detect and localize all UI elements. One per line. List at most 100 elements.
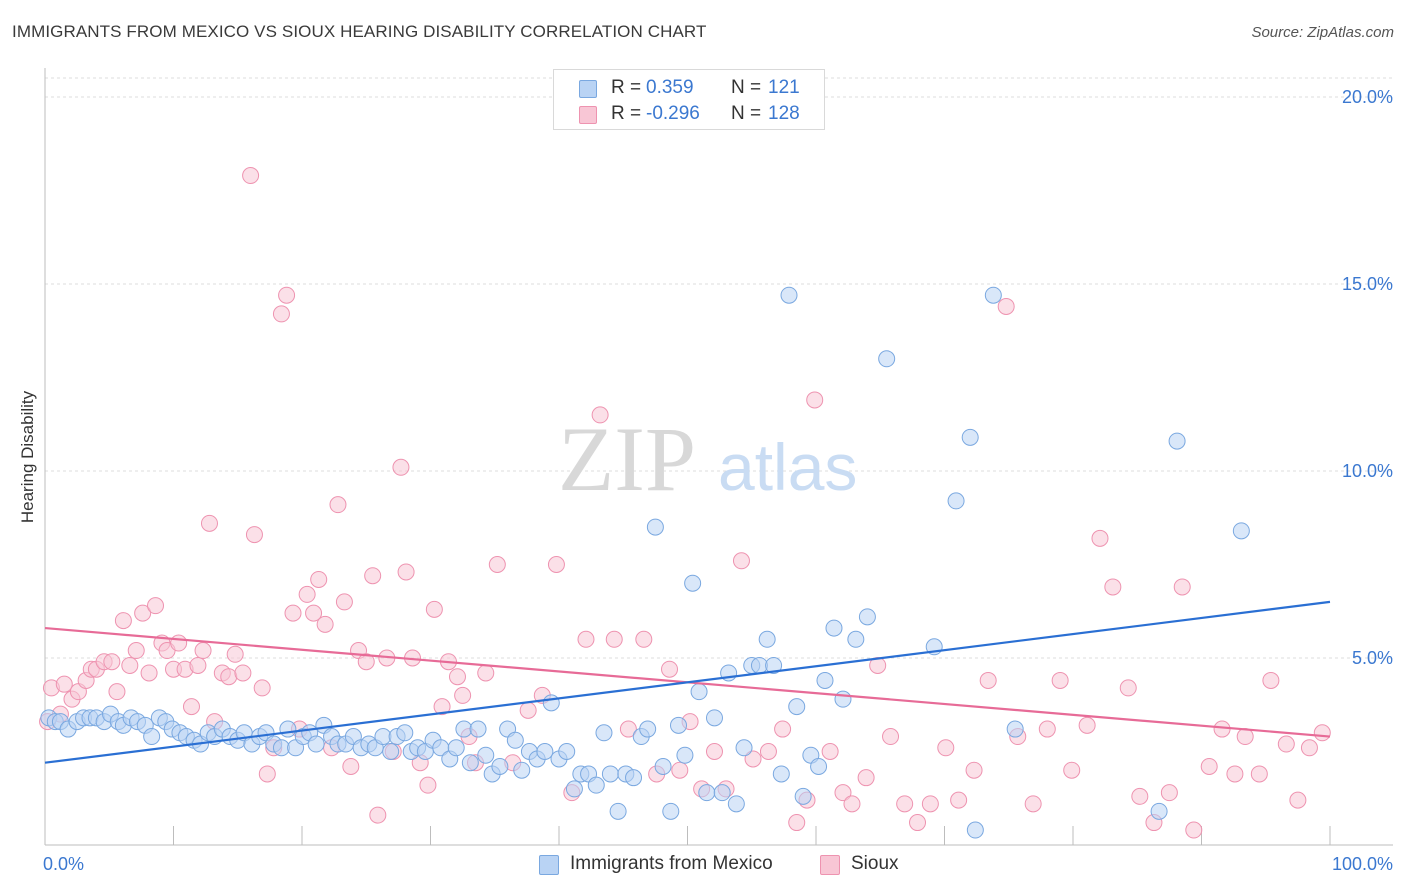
data-point-mexico (609, 802, 627, 820)
data-point-sioux (1051, 671, 1069, 689)
data-point-sioux (997, 297, 1015, 315)
data-point-sioux (357, 653, 375, 671)
n-label: N = (731, 77, 762, 98)
r-value: 0.359 (646, 77, 694, 98)
data-point-mexico (447, 739, 465, 757)
data-point-sioux (857, 769, 875, 787)
data-point-mexico (279, 720, 297, 738)
legend-row-mexico: R = 0.359 N = 121 (554, 76, 824, 102)
data-point-sioux (843, 795, 861, 813)
data-point-sioux (591, 406, 609, 424)
x-tick-label: 100.0% (1332, 854, 1393, 874)
data-point-mexico (625, 769, 643, 787)
sioux-swatch (820, 855, 840, 875)
data-point-sioux (937, 739, 955, 757)
watermark-zip: ZIP (558, 408, 696, 510)
data-point-sioux (806, 391, 824, 409)
data-point-mexico (713, 784, 731, 802)
data-point-sioux (258, 765, 276, 783)
data-point-sioux (519, 701, 537, 719)
n-value: 121 (768, 77, 800, 98)
correlation-legend: R = 0.359 N = 121 R = -0.296 N = 128 (553, 69, 825, 130)
data-point-sioux (329, 496, 347, 514)
data-point-mexico (587, 776, 605, 794)
data-point-sioux (1173, 578, 1191, 596)
data-point-mexico (469, 720, 487, 738)
data-point-sioux (220, 668, 238, 686)
data-point-sioux (419, 776, 437, 794)
trend-line-mexico (44, 600, 1331, 764)
x-tick-label: 0.0% (43, 854, 84, 874)
watermark: ZIP atlas (558, 408, 857, 510)
data-point-mexico (477, 746, 495, 764)
data-point-sioux (182, 698, 200, 716)
y-tick-label: 20.0% (1342, 87, 1393, 107)
data-point-sioux (1063, 761, 1081, 779)
legend-row-sioux: R = -0.296 N = 128 (554, 102, 824, 128)
data-point-mexico (684, 574, 702, 592)
data-point-sioux (103, 653, 121, 671)
data-point-mexico (307, 735, 325, 753)
data-point-mexico (1232, 522, 1250, 540)
data-point-mexico (825, 619, 843, 637)
data-point-mexico (765, 656, 783, 674)
source-credit: Source: ZipAtlas.com (1251, 24, 1394, 41)
data-point-sioux (1277, 735, 1295, 753)
data-point-sioux (284, 604, 302, 622)
data-point-mexico (735, 739, 753, 757)
data-point-sioux (577, 630, 595, 648)
data-point-sioux (272, 305, 290, 323)
data-point-sioux (759, 743, 777, 760)
data-point-sioux (425, 600, 443, 618)
data-point-mexico (984, 286, 1002, 304)
data-point-mexico (654, 757, 672, 775)
n-value: 128 (768, 103, 800, 124)
watermark-atlas: atlas (718, 430, 857, 504)
data-point-sioux (732, 552, 750, 570)
data-point-mexico (858, 608, 876, 626)
data-point-sioux (170, 634, 188, 652)
data-point-sioux (305, 604, 323, 622)
data-point-sioux (547, 556, 565, 573)
data-point-sioux (140, 664, 158, 682)
n-label: N = (731, 103, 762, 124)
data-point-sioux (965, 761, 983, 779)
data-point-sioux (774, 720, 792, 738)
data-point-sioux (189, 656, 207, 674)
data-point-sioux (1119, 679, 1137, 697)
r-label: R = (611, 77, 642, 98)
series-legend: Immigrants from Mexico Sioux (0, 852, 1406, 878)
data-point-mexico (961, 428, 979, 446)
data-point-sioux (433, 698, 451, 716)
data-point-mexico (1006, 720, 1024, 738)
data-point-mexico (698, 784, 716, 802)
r-label: R = (611, 103, 642, 124)
data-point-mexico (690, 683, 708, 701)
data-point-mexico (565, 780, 583, 798)
trend-layer (44, 600, 1331, 764)
data-point-sioux (1300, 739, 1318, 757)
data-point-mexico (676, 746, 694, 764)
data-point-sioux (1313, 724, 1331, 742)
data-point-sioux (821, 743, 839, 760)
y-tick-label: 15.0% (1342, 274, 1393, 294)
legend-label: Immigrants from Mexico (570, 853, 773, 874)
data-point-sioux (1250, 765, 1268, 783)
data-point-sioux (1078, 716, 1096, 734)
data-point-mexico (758, 630, 776, 648)
data-point-sioux (834, 784, 852, 802)
data-point-mexico (727, 795, 745, 813)
data-point-sioux (896, 795, 914, 813)
data-point-mexico (780, 286, 798, 304)
data-point-sioux (635, 630, 653, 648)
data-point-sioux (200, 514, 218, 532)
data-point-sioux (245, 526, 263, 544)
data-point-sioux (477, 664, 495, 682)
data-point-mexico (374, 728, 392, 746)
data-point-mexico (542, 694, 560, 712)
data-point-mexico (1168, 432, 1186, 450)
data-point-sioux (1226, 765, 1244, 783)
data-point-sioux (298, 585, 316, 603)
data-point-sioux (671, 761, 689, 779)
